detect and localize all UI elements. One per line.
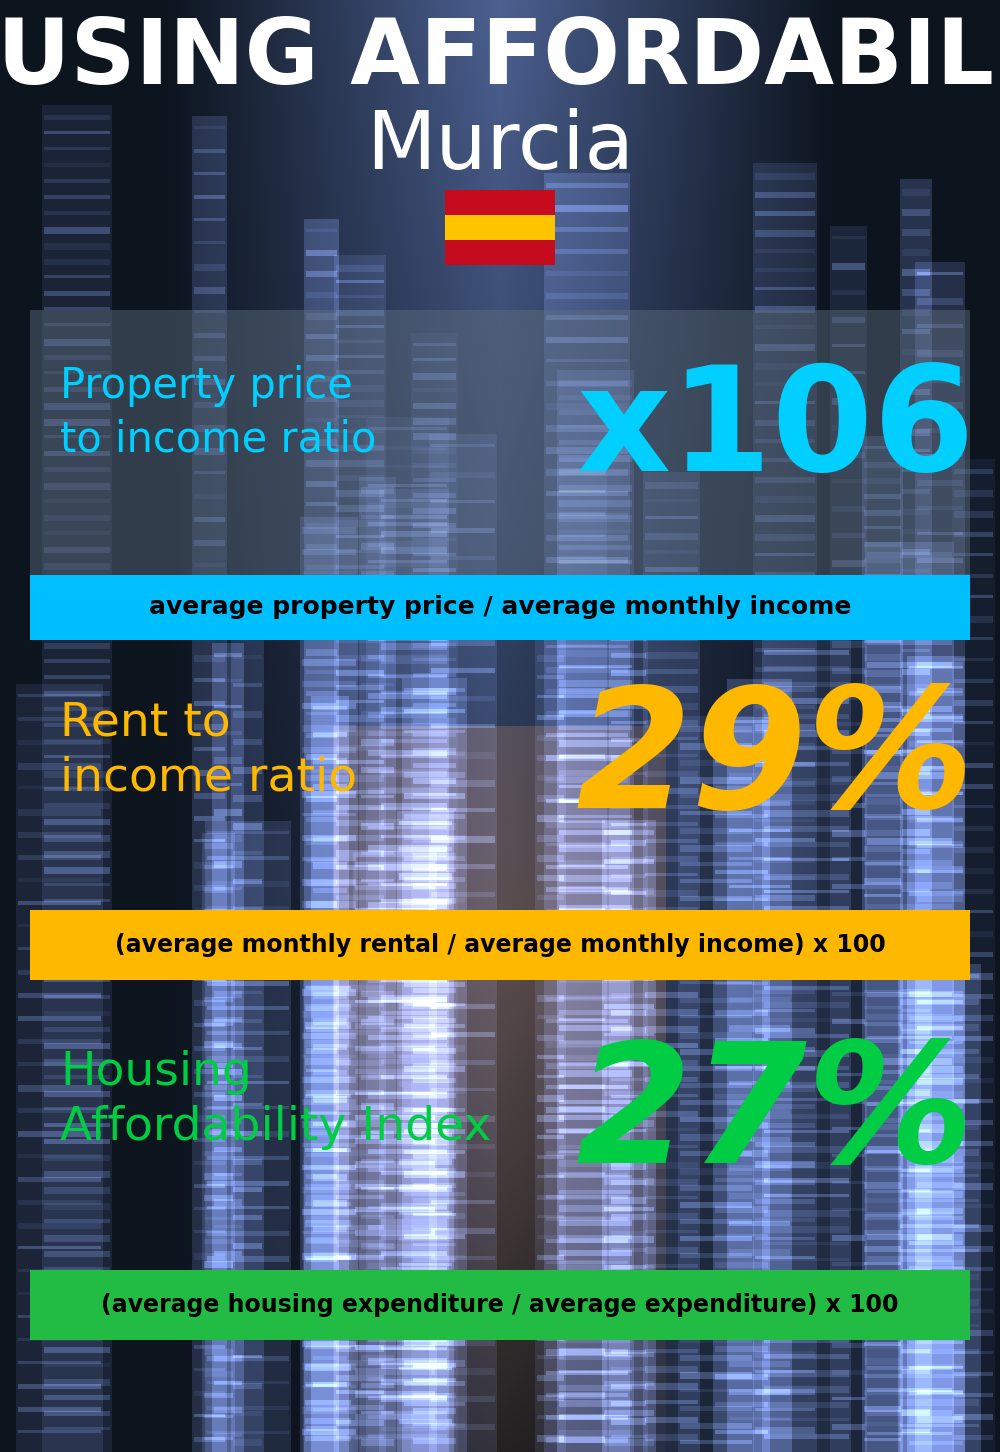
- Text: x106: x106: [576, 360, 975, 501]
- Bar: [445, 215, 555, 240]
- Text: (average monthly rental / average monthly income) x 100: (average monthly rental / average monthl…: [115, 934, 885, 957]
- Text: average property price / average monthly income: average property price / average monthly…: [149, 595, 851, 619]
- Text: Housing
Affordability Index: Housing Affordability Index: [60, 1050, 491, 1150]
- Bar: [445, 190, 555, 215]
- Text: Murcia: Murcia: [366, 107, 634, 186]
- Text: HOUSING AFFORDABILITY: HOUSING AFFORDABILITY: [0, 15, 1000, 103]
- Bar: [30, 1270, 970, 1340]
- Bar: [445, 240, 555, 266]
- Text: Property price
to income ratio: Property price to income ratio: [60, 364, 376, 460]
- Text: 29%: 29%: [576, 680, 975, 844]
- Text: Rent to
income ratio: Rent to income ratio: [60, 700, 357, 800]
- Bar: [30, 575, 970, 640]
- Bar: [30, 309, 970, 620]
- Bar: [30, 910, 970, 980]
- Text: 27%: 27%: [576, 1035, 975, 1198]
- Text: (average housing expenditure / average expenditure) x 100: (average housing expenditure / average e…: [101, 1292, 899, 1317]
